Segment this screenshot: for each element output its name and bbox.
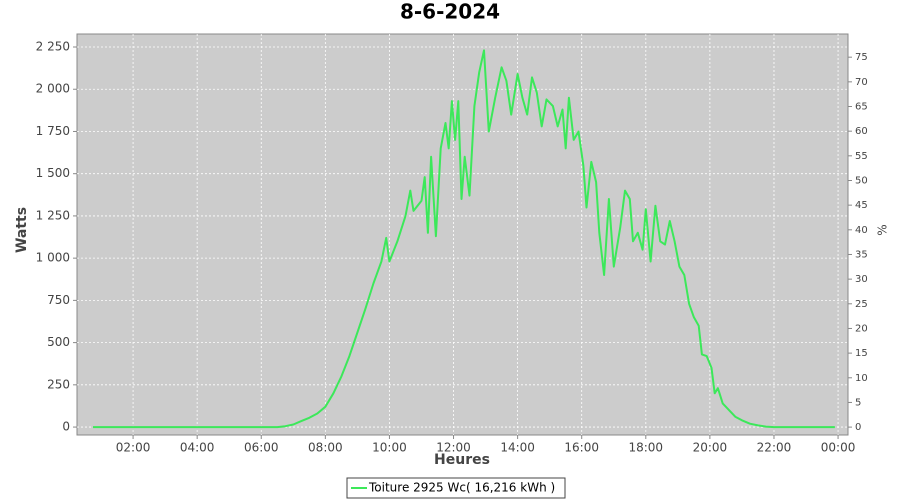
chart-title: 8-6-2024 [400, 0, 500, 24]
x-tick-label: 22:00 [757, 441, 792, 455]
y-tick-label: 1 750 [36, 124, 70, 138]
x-tick-label: 08:00 [308, 441, 343, 455]
y2-axis-label: % [876, 224, 890, 235]
y2-tick-label: 70 [855, 77, 868, 88]
x-tick-label: 20:00 [693, 441, 728, 455]
y-axis-label: Watts [14, 207, 30, 253]
y-tick-label: 1 250 [36, 208, 70, 222]
y2-tick-label: 35 [855, 249, 868, 260]
x-tick-label: 00:00 [821, 441, 856, 455]
legend-label: Toiture 2925 Wc( 16,216 kWh ) [368, 481, 555, 495]
x-tick-label: 04:00 [180, 441, 215, 455]
x-tick-label: 16:00 [564, 441, 599, 455]
y2-tick-label: 45 [855, 200, 868, 211]
plot-background [76, 33, 849, 436]
y2-tick-label: 15 [855, 348, 868, 359]
y-tick-label: 500 [47, 335, 70, 349]
y2-tick-label: 30 [855, 274, 868, 285]
y-tick-label: 0 [62, 420, 70, 434]
x-tick-label: 02:00 [116, 441, 151, 455]
legend-box [346, 477, 566, 499]
y2-tick-label: 60 [855, 126, 868, 137]
x-tick-label: 14:00 [500, 441, 535, 455]
y2-tick-label: 75 [855, 52, 868, 63]
y2-tick-label: 25 [855, 299, 868, 310]
x-axis-label: Heures [434, 452, 490, 468]
y2-tick-label: 50 [855, 175, 868, 186]
y2-tick-label: 65 [855, 102, 868, 113]
y2-tick-label: 40 [855, 225, 868, 236]
line-series [93, 49, 835, 429]
y-tick-label: 2 250 [36, 40, 70, 54]
x-tick-label: 18:00 [628, 441, 663, 455]
y-tick-label: 2 000 [36, 82, 70, 96]
x-tick-label: 06:00 [244, 441, 279, 455]
y2-tick-label: 20 [855, 323, 868, 334]
y2-tick-label: 0 [855, 422, 861, 433]
x-tick-label: 10:00 [372, 441, 407, 455]
y2-tick-label: 55 [855, 151, 868, 162]
y-tick-label: 1 500 [36, 166, 70, 180]
y-tick-label: 750 [47, 293, 70, 307]
y2-tick-label: 10 [855, 373, 868, 384]
y-tick-label: 1 000 [36, 251, 70, 265]
x-tick-label: 12:00 [436, 441, 471, 455]
y-tick-label: 250 [47, 377, 70, 391]
y2-tick-label: 5 [855, 397, 861, 408]
